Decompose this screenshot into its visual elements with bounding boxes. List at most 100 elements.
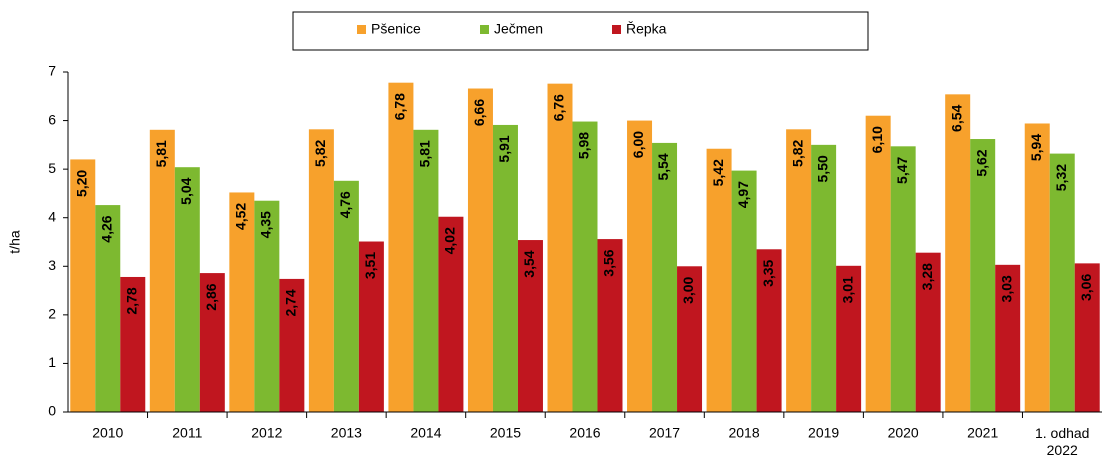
- bar: [517, 240, 543, 412]
- legend-swatch: [612, 25, 621, 34]
- legend-swatch: [480, 25, 489, 34]
- x-tick-label: 2017: [649, 425, 680, 441]
- bar: [174, 167, 200, 412]
- x-tick-label: 2011: [172, 425, 202, 441]
- value-label: 5,81: [417, 140, 433, 167]
- bar: [70, 159, 96, 412]
- y-tick-label: 6: [48, 111, 56, 127]
- value-label: 6,54: [948, 105, 964, 132]
- bar: [388, 82, 414, 412]
- value-label: 5,62: [973, 149, 989, 176]
- bar: [438, 216, 464, 412]
- bar: [308, 129, 334, 413]
- value-label: 5,98: [576, 132, 592, 159]
- bar: [627, 120, 653, 413]
- value-label: 2,74: [283, 289, 299, 316]
- bar: [652, 142, 678, 412]
- bar: [945, 94, 971, 412]
- x-tick-label: 2021: [967, 425, 998, 441]
- bar: [995, 264, 1021, 412]
- value-label: 3,00: [680, 276, 696, 303]
- x-tick-label: 2014: [410, 425, 441, 441]
- bar: [890, 146, 916, 413]
- value-label: 5,82: [312, 139, 328, 166]
- y-tick-label: 4: [48, 208, 56, 224]
- x-tick-label: 2013: [331, 425, 362, 441]
- value-label: 5,81: [153, 140, 169, 167]
- value-label: 3,28: [919, 263, 935, 290]
- legend-label: Ječmen: [494, 21, 543, 37]
- value-label: 5,54: [655, 153, 671, 180]
- value-label: 3,51: [362, 252, 378, 279]
- value-label: 2,78: [123, 287, 139, 314]
- y-tick-label: 5: [48, 160, 56, 176]
- bar: [677, 266, 703, 412]
- value-label: 6,66: [471, 99, 487, 126]
- value-label: 6,00: [630, 131, 646, 158]
- value-label: 4,02: [442, 227, 458, 254]
- value-label: 5,04: [178, 177, 194, 204]
- x-tick-label: 1. odhad 2022: [1035, 425, 1090, 458]
- bar: [836, 265, 862, 412]
- legend-label: Řepka: [626, 21, 667, 37]
- bar: [865, 115, 891, 412]
- bar: [413, 129, 439, 413]
- bar: [572, 121, 598, 413]
- bar: [597, 239, 623, 412]
- legend-box: [292, 11, 869, 51]
- value-label: 6,10: [869, 126, 885, 153]
- value-label: 3,06: [1078, 274, 1094, 301]
- bar: [811, 144, 837, 412]
- value-label: 3,03: [998, 275, 1014, 302]
- bar: [547, 83, 573, 413]
- y-tick-label: 3: [48, 257, 56, 273]
- y-tick-label: 7: [48, 63, 56, 79]
- value-label: 3,01: [839, 276, 855, 303]
- value-label: 5,50: [814, 155, 830, 182]
- value-label: 4,97: [735, 181, 751, 208]
- value-label: 5,94: [1028, 134, 1044, 161]
- x-tick-label: 2018: [728, 425, 759, 441]
- bar: [199, 273, 225, 412]
- value-label: 4,76: [337, 191, 353, 218]
- legend-label: Pšenice: [371, 21, 421, 37]
- value-label: 5,42: [710, 159, 726, 186]
- y-tick-label: 0: [48, 403, 56, 419]
- legend-swatch: [357, 25, 366, 34]
- bar: [279, 278, 305, 412]
- value-label: 2,86: [203, 283, 219, 310]
- bar: [492, 124, 518, 412]
- bar: [706, 148, 732, 412]
- bar: [467, 88, 493, 412]
- bar: [970, 139, 996, 412]
- x-tick-label: 2016: [569, 425, 600, 441]
- x-tick-label: 2020: [888, 425, 919, 441]
- bar: [358, 241, 384, 412]
- y-tick-label: 2: [48, 306, 56, 322]
- bar: [786, 129, 812, 413]
- value-label: 4,26: [98, 215, 114, 242]
- x-tick-label: 2012: [251, 425, 282, 441]
- bar: [254, 200, 280, 412]
- value-label: 6,76: [551, 94, 567, 121]
- bar: [756, 249, 782, 412]
- y-tick-label: 1: [48, 354, 56, 370]
- value-label: 3,54: [521, 250, 537, 277]
- bar: [915, 252, 941, 412]
- bar: [149, 129, 175, 413]
- bar: [120, 276, 146, 412]
- value-label: 5,32: [1053, 164, 1069, 191]
- x-tick-label: 2015: [490, 425, 521, 441]
- value-label: 3,35: [760, 259, 776, 286]
- bar: [1049, 153, 1075, 412]
- bar: [731, 170, 757, 412]
- x-tick-label: 2010: [92, 425, 123, 441]
- y-axis-label: t/ha: [7, 230, 23, 254]
- value-label: 5,20: [73, 170, 89, 197]
- bar: [1024, 123, 1050, 412]
- value-label: 6,78: [392, 93, 408, 120]
- bar: [229, 192, 255, 412]
- value-label: 4,35: [258, 211, 274, 238]
- value-label: 3,56: [601, 249, 617, 276]
